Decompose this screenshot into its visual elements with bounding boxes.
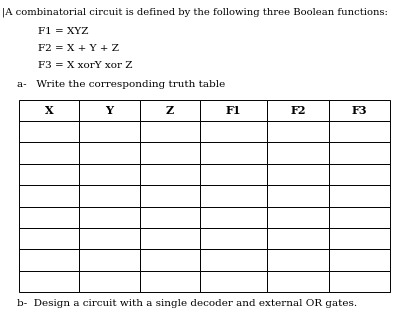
- Bar: [267, 164, 329, 185]
- Bar: [79, 249, 140, 271]
- Bar: [329, 185, 390, 207]
- Text: F1: F1: [226, 105, 241, 116]
- Bar: [200, 143, 267, 164]
- Bar: [140, 121, 200, 143]
- Bar: [267, 100, 329, 121]
- Bar: [200, 228, 267, 249]
- Text: Z: Z: [166, 105, 174, 116]
- Bar: [267, 228, 329, 249]
- Bar: [19, 185, 79, 207]
- Bar: [19, 228, 79, 249]
- Bar: [329, 143, 390, 164]
- Text: F3: F3: [352, 105, 367, 116]
- Bar: [140, 207, 200, 228]
- Bar: [329, 100, 390, 121]
- Bar: [200, 185, 267, 207]
- Bar: [19, 207, 79, 228]
- Bar: [329, 207, 390, 228]
- Bar: [267, 185, 329, 207]
- Bar: [19, 164, 79, 185]
- Bar: [267, 207, 329, 228]
- Bar: [329, 228, 390, 249]
- Bar: [200, 207, 267, 228]
- Bar: [140, 143, 200, 164]
- Bar: [267, 271, 329, 292]
- Bar: [19, 143, 79, 164]
- Text: X: X: [45, 105, 53, 116]
- Bar: [140, 185, 200, 207]
- Bar: [200, 121, 267, 143]
- Bar: [79, 100, 140, 121]
- Bar: [79, 143, 140, 164]
- Bar: [79, 164, 140, 185]
- Bar: [267, 249, 329, 271]
- Bar: [329, 249, 390, 271]
- Text: F2: F2: [290, 105, 306, 116]
- Bar: [19, 249, 79, 271]
- Bar: [79, 185, 140, 207]
- Bar: [329, 271, 390, 292]
- Bar: [140, 164, 200, 185]
- Bar: [19, 121, 79, 143]
- Bar: [79, 121, 140, 143]
- Bar: [19, 100, 79, 121]
- Bar: [200, 100, 267, 121]
- Bar: [140, 271, 200, 292]
- Text: F3 = X xorY xor Z: F3 = X xorY xor Z: [38, 61, 132, 70]
- Text: F1 = XYZ: F1 = XYZ: [38, 27, 88, 36]
- Text: |A combinatorial circuit is defined by the following three Boolean functions:: |A combinatorial circuit is defined by t…: [2, 8, 388, 17]
- Bar: [140, 100, 200, 121]
- Bar: [19, 271, 79, 292]
- Bar: [329, 121, 390, 143]
- Bar: [140, 228, 200, 249]
- Bar: [200, 271, 267, 292]
- Text: b-  Design a circuit with a single decoder and external OR gates.: b- Design a circuit with a single decode…: [17, 299, 357, 307]
- Bar: [79, 271, 140, 292]
- Bar: [200, 249, 267, 271]
- Text: F2 = X + Y + Z: F2 = X + Y + Z: [38, 44, 118, 52]
- Bar: [200, 164, 267, 185]
- Bar: [329, 164, 390, 185]
- Bar: [79, 228, 140, 249]
- Bar: [79, 207, 140, 228]
- Bar: [267, 121, 329, 143]
- Bar: [267, 143, 329, 164]
- Bar: [140, 249, 200, 271]
- Text: Y: Y: [106, 105, 113, 116]
- Text: a-   Write the corresponding truth table: a- Write the corresponding truth table: [17, 80, 225, 88]
